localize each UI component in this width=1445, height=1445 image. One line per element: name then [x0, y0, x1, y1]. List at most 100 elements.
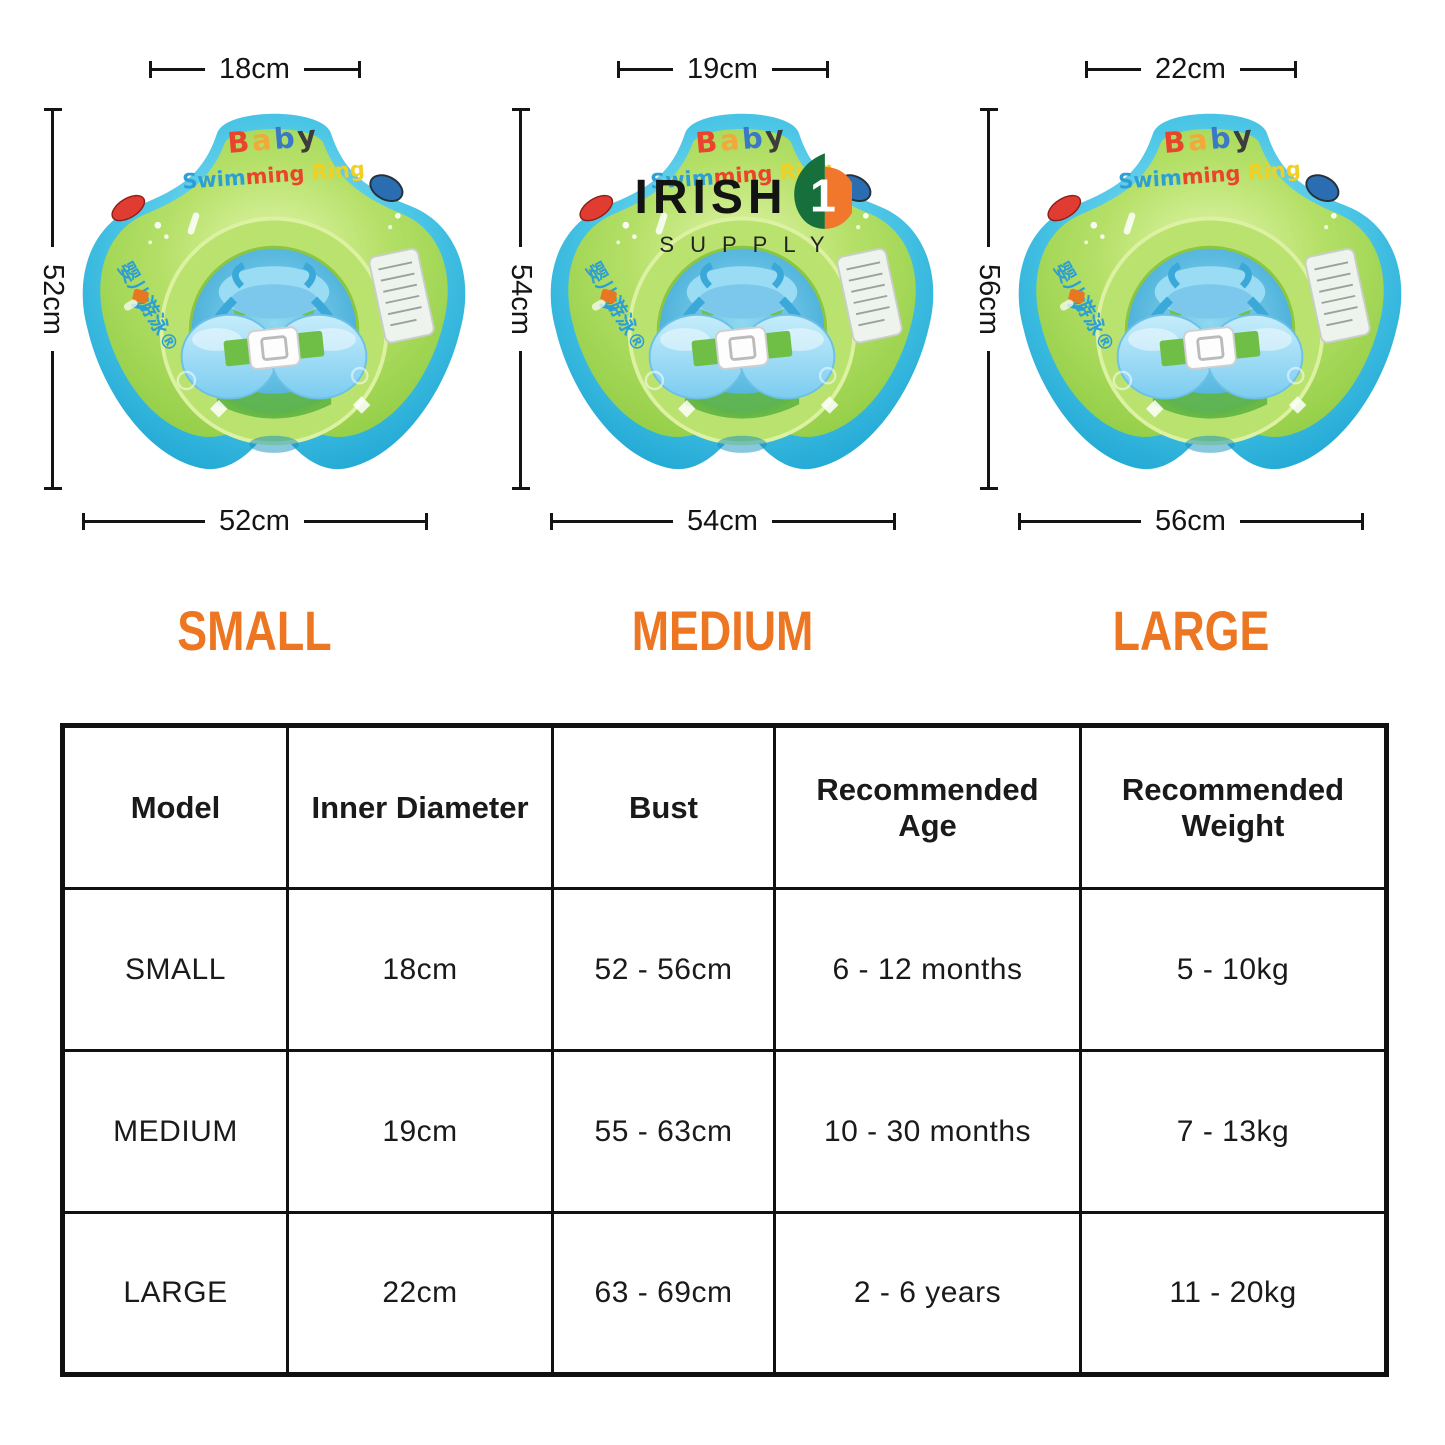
dimension-line: [84, 519, 206, 523]
dimension-line: [51, 111, 54, 247]
height-label: 54cm: [505, 263, 538, 335]
cell-weight: 5 - 10kg: [1079, 887, 1388, 1052]
size-label-medium: MEDIUM: [631, 599, 814, 662]
bottom-width-label: 56cm: [1155, 504, 1226, 537]
top-width-label: 18cm: [219, 52, 290, 85]
top-width-label: 19cm: [687, 52, 758, 85]
bottom-width-dimension: 52cm: [81, 504, 428, 537]
header-recommended-age: Recommended Age: [773, 724, 1082, 890]
product-module-medium: 19cm 54cm 54cm: [489, 40, 957, 537]
cell-bust: 52 - 56cm: [551, 887, 776, 1052]
dimension-tick: [892, 512, 896, 530]
height-dimension: 54cm: [504, 108, 538, 490]
dimension-line: [151, 67, 206, 71]
bottom-width-label: 54cm: [687, 504, 758, 537]
dimension-tick: [979, 108, 998, 111]
logo-number: 1: [810, 169, 836, 221]
top-width-dimension: 22cm: [1084, 52, 1297, 85]
height-label: 52cm: [37, 263, 70, 335]
cell-age: 10 - 30 months: [773, 1049, 1082, 1214]
product-comparison-section: 18cm 52cm 52cm 19cm 54cm: [0, 40, 1445, 537]
dimension-line: [987, 111, 990, 247]
cell-weight: 7 - 13kg: [1079, 1049, 1388, 1214]
dimension-tick: [1360, 512, 1364, 530]
dimension-line: [552, 519, 674, 523]
size-label-large: LARGE: [1112, 599, 1269, 662]
dimension-tick: [424, 512, 428, 530]
module-body: 56cm: [972, 90, 1410, 490]
dimension-line: [987, 351, 990, 487]
height-label-box: 54cm: [504, 247, 538, 351]
logo-wordmark: IRISH: [634, 170, 788, 224]
dimension-line: [519, 111, 522, 247]
dimension-tick: [1293, 60, 1297, 78]
height-dimension: 52cm: [36, 108, 70, 490]
cell-model: SMALL: [61, 887, 289, 1052]
logo-leaf-icon: 1: [793, 153, 852, 229]
size-label-small: SMALL: [177, 599, 332, 662]
cell-bust: 55 - 63cm: [551, 1049, 776, 1214]
header-bust: Bust: [551, 724, 776, 890]
bottom-width-dimension: 56cm: [1017, 504, 1364, 537]
height-label-box: 56cm: [972, 247, 1006, 351]
dimension-line: [303, 67, 358, 71]
dimension-line: [771, 519, 893, 523]
logo-row: IRISH 1: [634, 153, 852, 234]
dimension-tick: [148, 60, 152, 78]
bottom-width-label: 52cm: [219, 504, 290, 537]
dimension-line: [771, 67, 826, 71]
header-recommended-weight: Recommended Weight: [1079, 724, 1388, 890]
dimension-line: [1020, 519, 1142, 523]
size-labels-row: SMALL MEDIUM LARGE: [0, 598, 1445, 663]
product-module-large: 22cm 56cm 56cm: [957, 40, 1425, 537]
cell-model: LARGE: [61, 1211, 289, 1376]
bottom-width-dimension: 54cm: [549, 504, 896, 537]
top-width-dimension: 19cm: [616, 52, 829, 85]
product-module-small: 18cm 52cm 52cm: [21, 40, 489, 537]
logo-subtext: SUPPLY: [659, 232, 841, 257]
dimension-tick: [357, 60, 361, 78]
dimension-tick: [511, 487, 530, 490]
module-body: 52cm: [36, 90, 474, 490]
cell-inner-diameter: 18cm: [286, 887, 554, 1052]
dimension-tick: [43, 108, 62, 111]
dimension-tick: [979, 487, 998, 490]
dimension-line: [303, 519, 425, 523]
height-dimension: 56cm: [972, 108, 1006, 490]
swim-ring-image: [542, 90, 942, 490]
table-row-medium: MEDIUM 19cm 55 - 63cm 10 - 30 months 7 -…: [61, 1049, 1388, 1214]
cell-bust: 63 - 69cm: [551, 1211, 776, 1376]
header-model: Model: [61, 724, 289, 890]
size-spec-table: Model Inner Diameter Bust Recommended Ag…: [60, 723, 1389, 1377]
top-width-dimension: 18cm: [148, 52, 361, 85]
header-inner-diameter: Inner Diameter: [286, 724, 554, 890]
table-header-row: Model Inner Diameter Bust Recommended Ag…: [61, 724, 1388, 890]
cell-inner-diameter: 22cm: [286, 1211, 554, 1376]
dimension-tick: [511, 108, 530, 111]
dimension-line: [1239, 519, 1361, 523]
cell-age: 6 - 12 months: [773, 887, 1082, 1052]
size-cell: LARGE: [957, 598, 1425, 663]
dimension-tick: [1017, 512, 1021, 530]
cell-weight: 11 - 20kg: [1079, 1211, 1388, 1376]
size-cell: MEDIUM: [489, 598, 957, 663]
dimension-tick: [43, 487, 62, 490]
brand-logo: IRISH 1 SUPPLY: [612, 153, 874, 258]
dimension-line: [1087, 67, 1142, 71]
height-label-box: 52cm: [36, 247, 70, 351]
cell-inner-diameter: 19cm: [286, 1049, 554, 1214]
top-width-label: 22cm: [1155, 52, 1226, 85]
dimension-tick: [825, 60, 829, 78]
dimension-tick: [1084, 60, 1088, 78]
dimension-tick: [81, 512, 85, 530]
cell-model: MEDIUM: [61, 1049, 289, 1214]
table-row-large: LARGE 22cm 63 - 69cm 2 - 6 years 11 - 20…: [61, 1211, 1388, 1376]
swim-ring-image: [74, 90, 474, 490]
dimension-line: [619, 67, 674, 71]
size-cell: SMALL: [21, 598, 489, 663]
swim-ring-image: [1010, 90, 1410, 490]
dimension-line: [1239, 67, 1294, 71]
dimension-tick: [616, 60, 620, 78]
cell-age: 2 - 6 years: [773, 1211, 1082, 1376]
dimension-line: [519, 351, 522, 487]
